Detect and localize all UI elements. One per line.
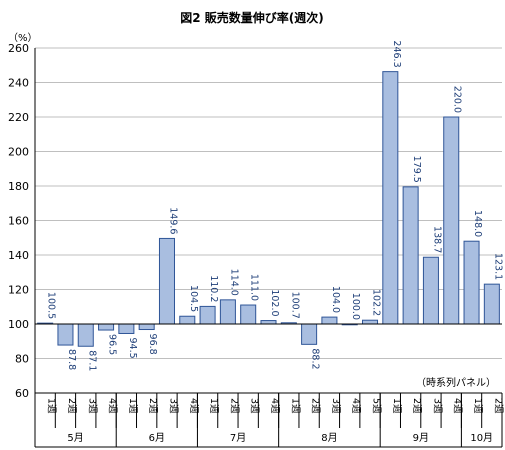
y-tick-label: 200 [8, 146, 29, 159]
y-tick-labels: 60 80 100 120 140 160 180 200 220 240 260 [8, 42, 29, 400]
x-tick-label: 2週 [147, 398, 159, 414]
month-label: 9月 [413, 432, 429, 444]
x-tick-label: 2週 [492, 398, 504, 414]
bars [37, 71, 500, 347]
bar [483, 283, 500, 325]
data-label: 104.5 [188, 285, 199, 312]
bar [199, 305, 216, 325]
x-tick-label: 4週 [188, 398, 200, 414]
bar [138, 323, 155, 331]
bar [443, 116, 460, 325]
x-tick-label: 4週 [269, 398, 281, 414]
x-tick-label: 5週 [371, 398, 383, 414]
x-tick-label: 2週 [228, 398, 240, 414]
x-tick-label: 1週 [46, 398, 58, 414]
bar [77, 323, 94, 347]
bar [301, 323, 318, 345]
x-tick-label: 3週 [330, 398, 342, 414]
data-label: 96.5 [107, 334, 118, 355]
y-tick-label: 220 [8, 111, 29, 124]
month-label: 10月 [470, 432, 493, 444]
x-tick-label: 1週 [391, 398, 403, 414]
data-label: 111.0 [249, 274, 260, 301]
data-label: 96.8 [147, 334, 158, 355]
x-tick-label: 2週 [66, 398, 78, 414]
y-tick-label: 180 [8, 180, 29, 193]
x-tick-label: 1週 [289, 398, 301, 414]
x-tick-label: 1週 [127, 398, 139, 414]
bar [382, 71, 399, 325]
y-tick-label: 260 [8, 42, 29, 55]
data-label: 246.3 [391, 40, 402, 67]
y-axis-unit: （%） [8, 32, 38, 44]
x-tick-label: 1週 [208, 398, 220, 414]
month-label: 6月 [149, 432, 165, 444]
data-label: 104.0 [330, 286, 341, 313]
bar [118, 323, 135, 334]
bar [422, 256, 439, 325]
data-label: 100.7 [289, 292, 300, 319]
data-label: 114.0 [228, 269, 239, 296]
bar [463, 240, 480, 325]
grid-lines [35, 47, 502, 359]
x-tick-label: 2週 [411, 398, 423, 414]
data-label: 100.5 [46, 292, 57, 319]
bar [219, 299, 236, 325]
data-label: 94.5 [127, 337, 138, 358]
x-tick-label: 2週 [310, 398, 322, 414]
y-tick-label: 120 [8, 284, 29, 297]
x-tick-label: 4週 [350, 398, 362, 414]
month-label: 7月 [230, 432, 246, 444]
y-tick-label: 60 [15, 387, 29, 400]
data-label: 138.7 [431, 226, 442, 253]
data-label: 149.6 [167, 207, 178, 234]
bar [362, 319, 379, 325]
data-labels: 100.5 87.8 87.1 96.5 94.5 96.8 149.6 104.5 110.2… [46, 40, 504, 371]
data-label: 102.2 [371, 289, 382, 316]
x-tick-label: 1週 [472, 398, 484, 414]
x-tick-label: 3週 [86, 398, 98, 414]
data-label: 179.5 [411, 156, 422, 183]
y-tick-label: 240 [8, 77, 29, 90]
y-tick-label: 80 [15, 353, 29, 366]
data-label: 87.8 [66, 349, 77, 370]
x-axis: 1週 2週 3週 4週 1週 2週 3週 4週 1週 2週 3週 4週 1週 2週 3週 4週 5週 1週 2週 3週… [34, 392, 504, 448]
chart-title: 図2 販売数量伸び率(週次) [180, 10, 324, 25]
x-tick-label: 4週 [107, 398, 119, 414]
y-tick-label: 100 [8, 318, 29, 331]
x-tick-label: 3週 [167, 398, 179, 414]
bar [57, 323, 74, 346]
month-label: 5月 [67, 432, 83, 444]
bar [240, 304, 257, 325]
series-note: （時系列パネル） [416, 376, 496, 389]
bar [402, 186, 419, 325]
data-label: 110.2 [208, 275, 219, 302]
data-label: 100.0 [350, 293, 361, 320]
data-label: 148.0 [472, 210, 483, 237]
bar [158, 237, 175, 325]
bar [98, 323, 115, 331]
data-label: 102.0 [269, 289, 280, 316]
x-tick-label: 3週 [431, 398, 443, 414]
y-tick-label: 140 [8, 249, 29, 262]
data-label: 123.1 [492, 253, 503, 280]
bar [321, 316, 338, 325]
month-label: 8月 [321, 432, 337, 444]
bar [260, 320, 277, 325]
data-label: 88.2 [310, 348, 321, 369]
y-tick-label: 160 [8, 215, 29, 228]
bar [179, 315, 196, 325]
data-label: 220.0 [452, 86, 463, 113]
x-tick-label: 3週 [249, 398, 261, 414]
x-tick-label: 4週 [452, 398, 464, 414]
data-label: 87.1 [86, 350, 97, 371]
